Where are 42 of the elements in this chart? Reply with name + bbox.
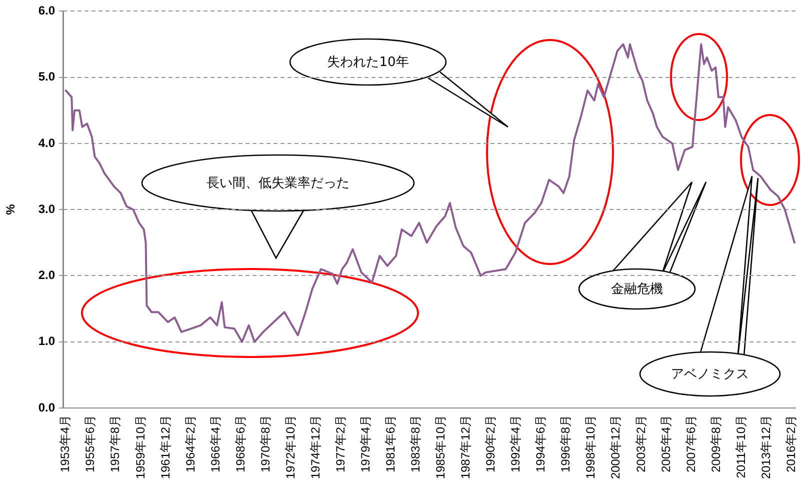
x-tick-label: 1970年8月 bbox=[258, 415, 272, 472]
x-tick-label: 1994年6月 bbox=[534, 415, 548, 472]
annotation: 失われた10年 bbox=[327, 54, 409, 71]
x-tick-label: 1979年4月 bbox=[358, 415, 372, 472]
x-tick-label: 1974年12月 bbox=[308, 415, 322, 480]
x-tick-label: 2009年8月 bbox=[708, 415, 723, 472]
annotation: アベノミクス bbox=[671, 366, 749, 383]
x-tick-label: 2000年12月 bbox=[608, 415, 623, 480]
x-tick-label: 1977年2月 bbox=[333, 415, 348, 472]
x-tick-label: 1983年8月 bbox=[408, 415, 423, 472]
x-tick-label: 2016年2月 bbox=[784, 415, 798, 472]
x-tick-label: 2011年10月 bbox=[734, 415, 748, 478]
x-tick-label: 1966年4月 bbox=[208, 415, 222, 472]
y-axis-title: % bbox=[4, 204, 18, 215]
x-tick-label: 1957年8月 bbox=[108, 415, 122, 472]
x-tick-label: 1987年12月 bbox=[458, 415, 473, 480]
x-tick-label: 1961年12月 bbox=[158, 415, 172, 480]
x-tick-label: 1985年10月 bbox=[434, 415, 448, 480]
x-tick-label: 1996年8月 bbox=[558, 415, 573, 472]
y-tick-label: 4.0 bbox=[38, 136, 56, 150]
x-tick-label: 2005年4月 bbox=[658, 415, 673, 472]
x-tick-label: 1964年2月 bbox=[183, 415, 198, 472]
x-tick-label: 1968年6月 bbox=[233, 415, 248, 472]
y-tick-label: 6.0 bbox=[38, 4, 56, 18]
annotation: 金融危機 bbox=[611, 281, 663, 298]
x-tick-label: 1981年6月 bbox=[384, 415, 398, 472]
y-tick-label: 2.0 bbox=[38, 268, 56, 282]
x-tick-label: 2003年2月 bbox=[634, 415, 648, 472]
x-tick-label: 1959年10月 bbox=[133, 415, 148, 480]
y-tick-label: 3.0 bbox=[38, 202, 56, 216]
x-tick-label: 1992年4月 bbox=[508, 415, 523, 472]
y-tick-label: 0.0 bbox=[38, 400, 56, 414]
x-tick-label: 2007年6月 bbox=[684, 415, 698, 472]
y-tick-label: 5.0 bbox=[38, 70, 56, 84]
x-tick-label: 1955年6月 bbox=[83, 415, 98, 472]
y-tick-label: 1.0 bbox=[38, 334, 56, 348]
x-tick-label: 1972年10月 bbox=[283, 415, 298, 480]
x-tick-label: 1998年10月 bbox=[584, 415, 598, 480]
x-tick-label: 2013年12月 bbox=[758, 415, 773, 480]
annotation: 長い間、低失業率だった bbox=[206, 175, 350, 192]
x-tick-label: 1990年2月 bbox=[484, 415, 498, 472]
x-tick-label: 1953年4月 bbox=[58, 415, 72, 472]
